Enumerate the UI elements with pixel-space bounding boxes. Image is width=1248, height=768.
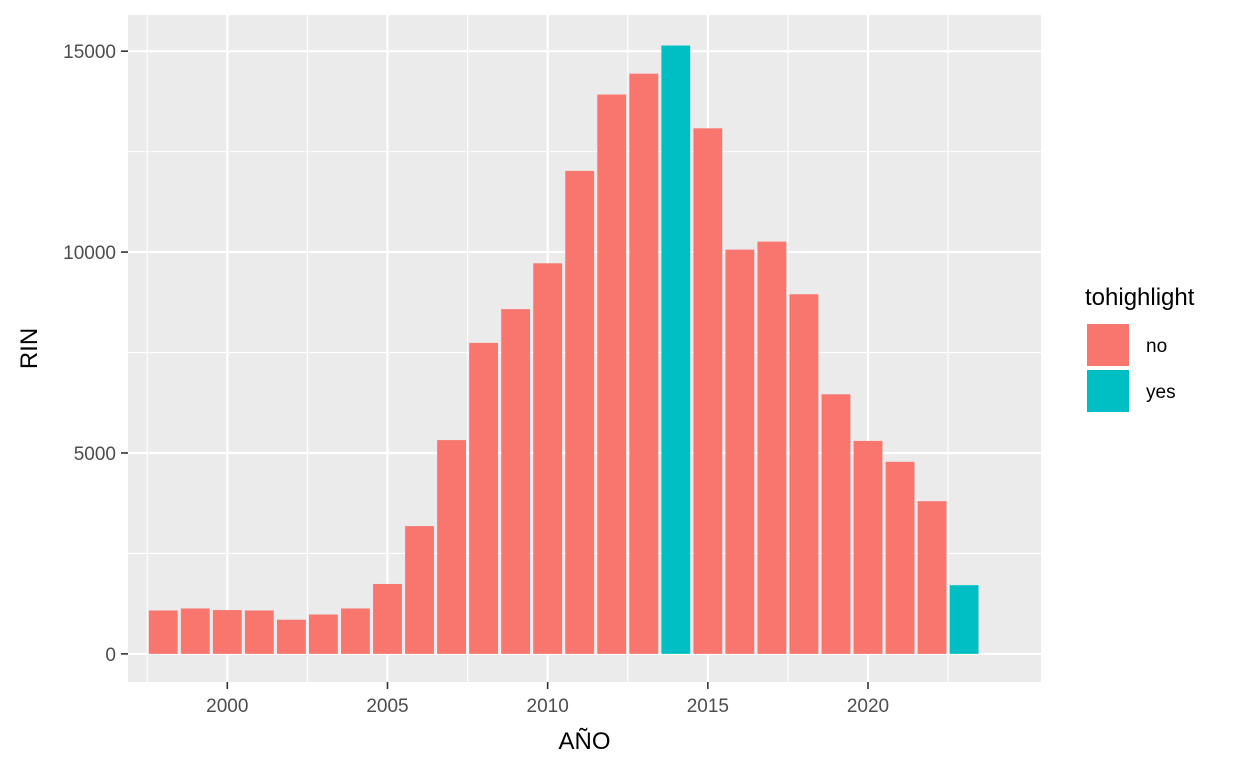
bar-1998 — [148, 610, 178, 654]
bar-2008 — [469, 342, 499, 654]
bar-2005 — [373, 583, 402, 654]
bar-2000 — [212, 610, 242, 654]
bar-2002 — [276, 619, 306, 654]
legend-key-no — [1087, 324, 1129, 366]
bar-2019 — [821, 394, 851, 654]
bar-2018 — [789, 294, 819, 654]
x-tick-label: 2000 — [206, 696, 248, 717]
bar-2020 — [853, 440, 883, 654]
bars — [148, 45, 979, 654]
legend-label-yes: yes — [1146, 382, 1176, 403]
y-axis: 0 5000 10000 15000 — [63, 42, 128, 666]
bar-2004 — [341, 608, 370, 654]
bar-1999 — [180, 608, 210, 654]
bar-2014 — [661, 45, 691, 654]
bar-2009 — [501, 309, 531, 654]
legend: tohighlight no yes — [1085, 284, 1195, 412]
y-axis-title: RIN — [16, 328, 43, 369]
bar-2001 — [244, 610, 274, 654]
bar-2006 — [405, 526, 434, 654]
x-axis: 2000 2005 2010 2015 2020 — [206, 682, 889, 717]
y-tick-label: 5000 — [74, 444, 116, 465]
bar-2003 — [308, 614, 338, 654]
bar-2015 — [693, 128, 723, 654]
bar-2017 — [757, 241, 787, 654]
bar-2021 — [885, 461, 915, 654]
bar-2016 — [725, 249, 755, 654]
bar-2023 — [949, 585, 979, 654]
y-tick-label: 10000 — [63, 243, 116, 264]
y-tick-label: 15000 — [63, 42, 116, 63]
bar-2010 — [533, 263, 563, 654]
bar-2012 — [597, 94, 627, 654]
x-tick-label: 2010 — [527, 696, 569, 717]
legend-key-yes — [1087, 370, 1129, 412]
bar-2011 — [565, 170, 595, 654]
legend-items: no yes — [1087, 324, 1176, 412]
legend-label-no: no — [1146, 336, 1167, 357]
y-tick-label: 0 — [105, 645, 116, 666]
x-tick-label: 2015 — [687, 696, 729, 717]
x-tick-label: 2020 — [847, 696, 889, 717]
bar-2007 — [437, 440, 466, 654]
legend-title: tohighlight — [1085, 284, 1195, 311]
bar-2022 — [917, 501, 947, 654]
bar-2013 — [629, 73, 659, 654]
x-tick-label: 2005 — [366, 696, 408, 717]
x-axis-title: AÑO — [558, 728, 610, 755]
